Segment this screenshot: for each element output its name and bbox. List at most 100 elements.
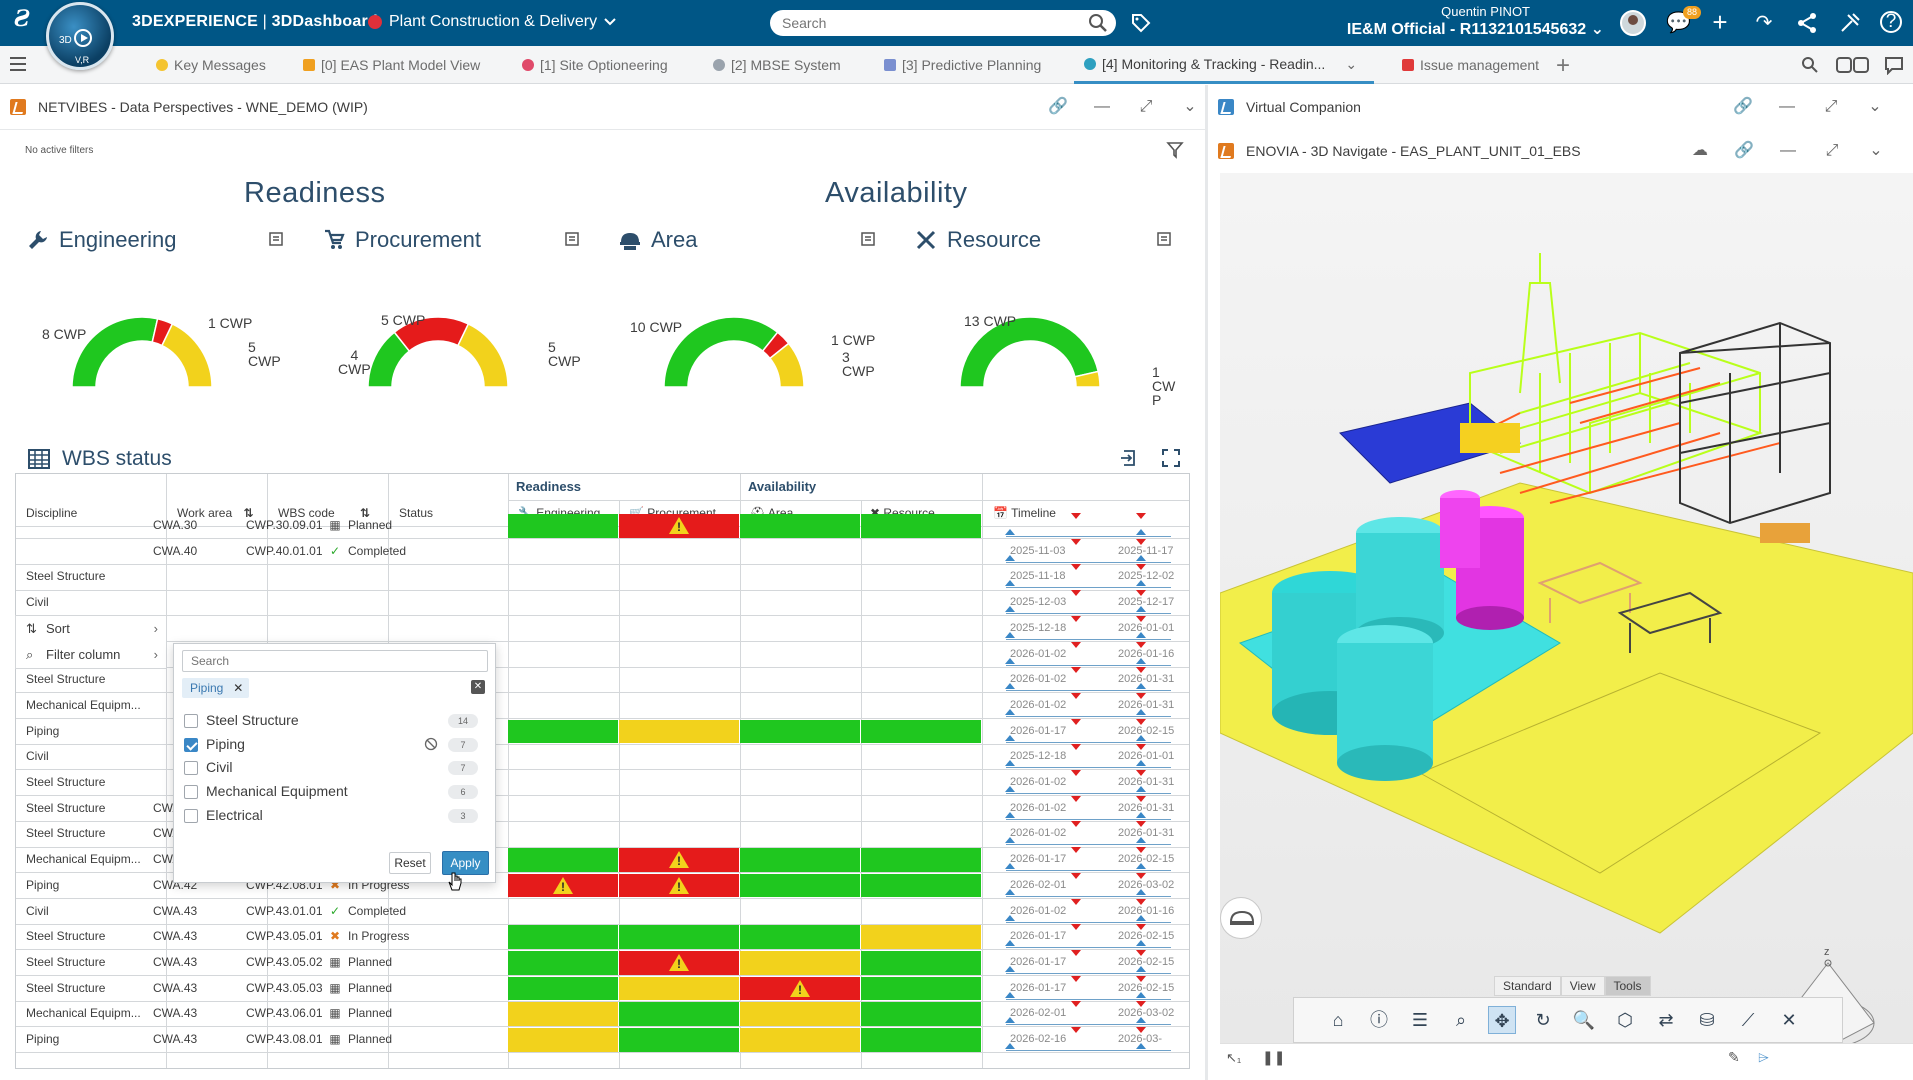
- pause-icon[interactable]: ❚❚: [1262, 1049, 1286, 1065]
- measure-icon[interactable]: ⟋: [1741, 1010, 1755, 1030]
- play-icon[interactable]: [74, 29, 92, 47]
- cell-resource-green[interactable]: [861, 1028, 981, 1052]
- sort-icon[interactable]: ⇅: [243, 506, 254, 520]
- tools-icon[interactable]: [1838, 11, 1862, 35]
- 3d-viewport[interactable]: z x y: [1220, 173, 1913, 1043]
- search-icon[interactable]: [1088, 13, 1108, 33]
- chevron-down-icon[interactable]: ⌄: [1345, 55, 1358, 72]
- share-forward-icon[interactable]: ↷: [1755, 12, 1773, 34]
- clear-all-icon[interactable]: ✕: [471, 680, 485, 694]
- hamburger-menu-icon[interactable]: [8, 54, 28, 74]
- cell-engineering-green[interactable]: [508, 848, 618, 872]
- select-mode-icon[interactable]: ↖₁: [1226, 1050, 1242, 1065]
- compass-widget[interactable]: 3D V,R: [46, 2, 114, 70]
- timeline-cell[interactable]: 2026-01-17 2026-02-15: [994, 975, 1189, 1002]
- filter-option[interactable]: Mechanical Equipment 6: [182, 779, 488, 805]
- chevron-down-icon[interactable]: ⌄: [1183, 98, 1197, 115]
- exclude-icon[interactable]: [424, 737, 438, 751]
- cell-engineering-yellow[interactable]: [508, 1002, 618, 1026]
- tag-icon[interactable]: [1130, 12, 1152, 34]
- maximize-icon[interactable]: ⤢: [1825, 142, 1839, 159]
- tab-standard[interactable]: Standard: [1494, 976, 1561, 996]
- pin-icon[interactable]: ✎: [1728, 1049, 1740, 1065]
- cell-resource-green[interactable]: [861, 514, 981, 538]
- column-header-status[interactable]: Status: [399, 506, 434, 520]
- column-header-timeline[interactable]: 📅 Timeline: [993, 506, 1056, 520]
- timeline-cell[interactable]: 2026-01-17 2026-02-15: [994, 924, 1189, 950]
- cell-resource-yellow[interactable]: [861, 925, 981, 949]
- cell-area-yellow[interactable]: [740, 1028, 860, 1052]
- filter-option[interactable]: Civil 7: [182, 755, 488, 781]
- filter-option[interactable]: Steel Structure 14: [182, 708, 488, 734]
- cell-engineering-red[interactable]: [508, 873, 618, 898]
- timeline-cell[interactable]: 2026-02-16 2026-03-: [994, 1027, 1189, 1053]
- timeline-cell[interactable]: 2026-01-17 2026-02-15: [994, 847, 1189, 873]
- cell-engineering-green[interactable]: [508, 976, 618, 1001]
- avatar[interactable]: [1620, 10, 1646, 36]
- database-icon[interactable]: ⛁: [1699, 1010, 1715, 1030]
- cell-procurement-yellow[interactable]: [619, 719, 739, 744]
- cell-resource-green[interactable]: [861, 719, 981, 744]
- home-icon[interactable]: ⌂: [1332, 1010, 1344, 1030]
- gauge-segment-yellow[interactable]: [1073, 370, 1101, 388]
- panel-splitter[interactable]: [1205, 85, 1208, 1080]
- gauge-segment-yellow[interactable]: [160, 322, 213, 388]
- help-icon[interactable]: ?: [1880, 11, 1902, 33]
- cell-procurement-yellow[interactable]: [619, 976, 739, 1001]
- reset-button[interactable]: Reset: [389, 852, 431, 874]
- table-row[interactable]: Civil 2025-12-18 2026-01-01: [16, 744, 1189, 771]
- cell-area-yellow[interactable]: [740, 950, 860, 975]
- table-row[interactable]: Mechanical Equipm... CWA.43 CWP.43.06.01 ▦ P…: [16, 1001, 1189, 1028]
- card-menu-icon[interactable]: [564, 231, 580, 247]
- column-header-wbscode[interactable]: WBS code ⇅: [278, 506, 370, 520]
- zoom-fit-icon[interactable]: ⌕: [1455, 1010, 1467, 1030]
- close-tools-icon[interactable]: ✕: [1781, 1010, 1797, 1030]
- remove-chip-icon[interactable]: ✕: [233, 681, 244, 695]
- add-tab-icon[interactable]: +: [1556, 52, 1571, 79]
- global-search-input[interactable]: [770, 10, 1116, 36]
- tree-list-icon[interactable]: ☰: [1411, 1010, 1429, 1030]
- table-row[interactable]: Steel Structure 2026-01-02 2026-01-31: [16, 667, 1189, 694]
- dashboard-selector[interactable]: Plant Construction & Delivery: [368, 13, 616, 31]
- table-row[interactable]: CWA.30 CWP.30.09.01 ▦ Planned: [16, 513, 1189, 540]
- chat-icon[interactable]: [1884, 55, 1904, 75]
- cell-procurement-green[interactable]: [619, 925, 739, 949]
- selected-filter-chip[interactable]: Piping ✕: [182, 678, 250, 698]
- table-row[interactable]: Mechanical Equipm... 2026-01-02 2026-01-31: [16, 692, 1189, 720]
- timeline-cell[interactable]: 2026-01-02 2026-01-31: [994, 795, 1189, 822]
- info-icon[interactable]: ⓘ: [1370, 1010, 1388, 1030]
- sync-icon[interactable]: ⇄: [1658, 1010, 1674, 1030]
- timeline-cell[interactable]: 2026-02-01 2026-03-02: [994, 872, 1189, 899]
- maximize-icon[interactable]: ⤢: [1139, 98, 1153, 115]
- filter-option[interactable]: Piping 7: [182, 732, 488, 758]
- companion-robot-button[interactable]: [1220, 897, 1262, 939]
- table-row[interactable]: Steel Structure 2026-01-02 2026-01-31: [16, 770, 1189, 797]
- tab-tools[interactable]: Tools: [1604, 976, 1651, 996]
- cell-procurement-green[interactable]: [619, 1002, 739, 1026]
- minimize-icon[interactable]: —: [1094, 98, 1110, 115]
- cell-engineering-green[interactable]: [508, 950, 618, 975]
- timeline-cell[interactable]: 2025-11-03 2025-11-17: [994, 538, 1189, 565]
- timeline-cell[interactable]: 2026-02-01 2026-03-02: [994, 1001, 1189, 1027]
- timeline-cell[interactable]: 2026-01-02 2026-01-16: [994, 641, 1189, 668]
- cell-procurement-green[interactable]: [619, 1028, 739, 1052]
- search-people-icon[interactable]: [1800, 55, 1820, 75]
- cell-procurement-red[interactable]: [619, 848, 739, 872]
- chevron-down-icon[interactable]: ⌄: [1869, 142, 1883, 159]
- cell-area-green[interactable]: [740, 719, 860, 744]
- cell-resource-green[interactable]: [861, 1002, 981, 1026]
- menu-item-filter-column[interactable]: ⌕ Filter column ›: [16, 642, 166, 668]
- expand-icon[interactable]: [1162, 449, 1180, 467]
- tab-mbse-system[interactable]: [2] MBSE System: [713, 46, 841, 84]
- tab-issue-management[interactable]: Issue management: [1402, 46, 1539, 84]
- cell-area-red[interactable]: [740, 976, 860, 1001]
- share-network-icon[interactable]: [1795, 11, 1819, 35]
- add-icon[interactable]: +: [1712, 7, 1728, 37]
- widget-toggle-icon[interactable]: [1836, 55, 1870, 75]
- timeline-cell[interactable]: 2026-01-02 2026-01-31: [994, 770, 1189, 796]
- timeline-cell[interactable]: 2026-01-02 2026-01-31: [994, 821, 1189, 847]
- cell-engineering-yellow[interactable]: [508, 1028, 618, 1052]
- table-row[interactable]: Steel Structure CWA.43 CWP.43.05.03 ▦ Planne…: [16, 975, 1189, 1002]
- user-info[interactable]: Quentin PINOT IE&M Official - R113210154…: [1346, 4, 1604, 39]
